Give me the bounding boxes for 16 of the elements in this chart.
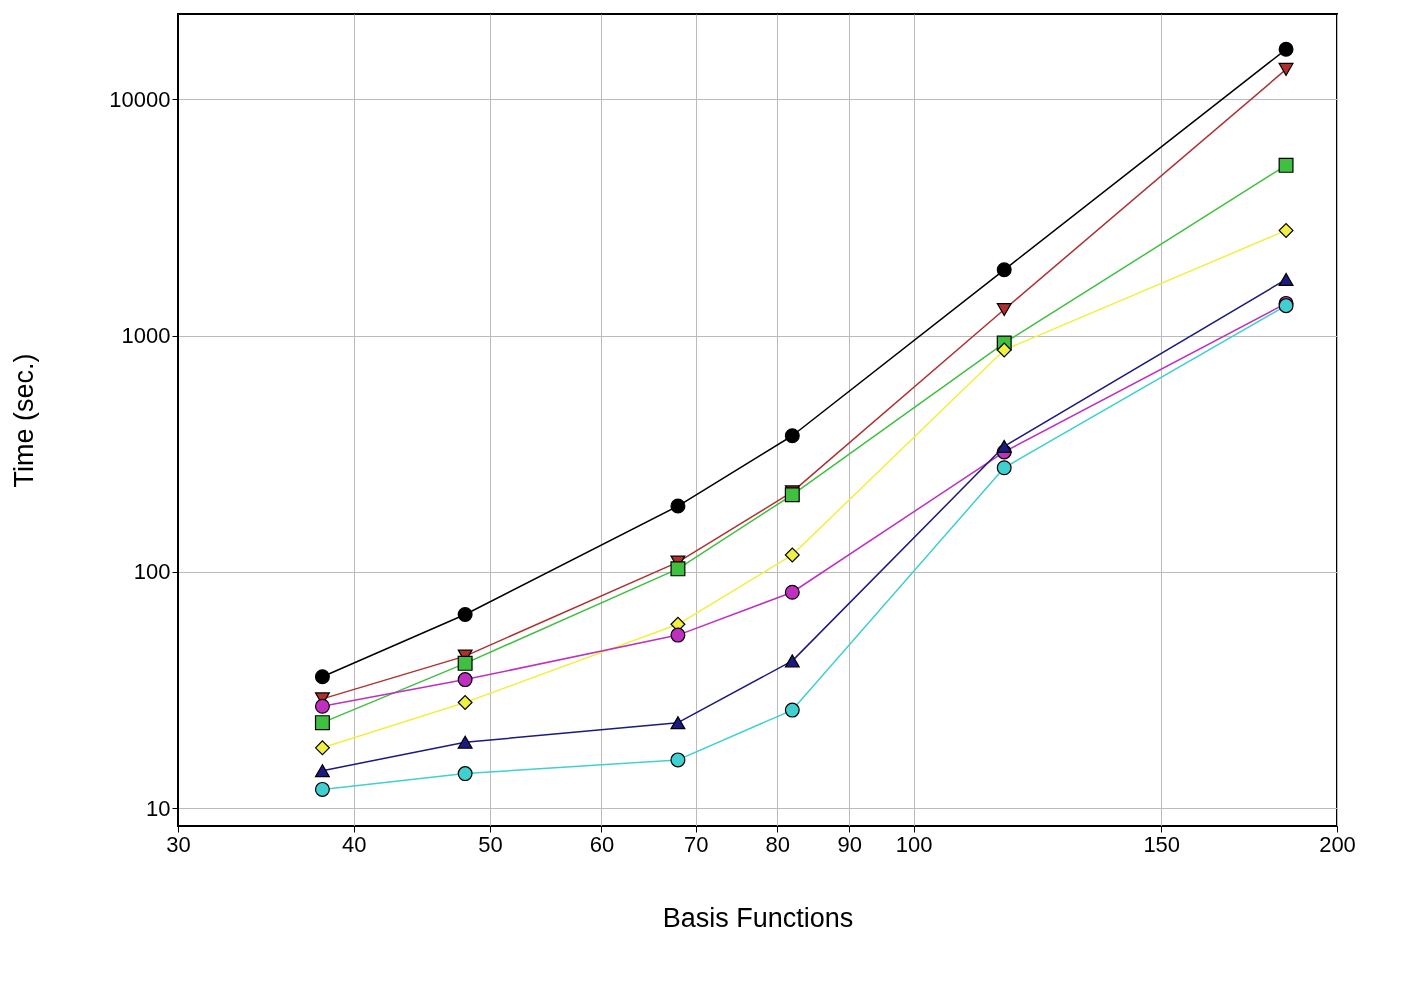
x-tick-label: 30: [166, 831, 191, 857]
x-tick-label: 50: [478, 831, 503, 857]
y-tick-label: 10000: [109, 86, 171, 112]
y-axis-title: Time (sec.): [9, 353, 40, 488]
x-tick-label: 150: [1143, 831, 1181, 857]
x-tick-label: 40: [342, 831, 367, 857]
x-tick-label: 60: [589, 831, 615, 857]
x-axis-title: Basis Functions: [662, 902, 854, 933]
x-tick-label: 100: [895, 831, 933, 857]
x-tick-label: 70: [683, 831, 709, 857]
y-tick-label: 100: [133, 559, 171, 585]
x-tick-label: 90: [837, 831, 862, 857]
y-tick-label: 1000: [121, 323, 171, 349]
y-tick-label: 10: [146, 795, 171, 821]
x-tick-label: 200: [1319, 831, 1356, 857]
x-tick-label: 80: [765, 831, 790, 857]
